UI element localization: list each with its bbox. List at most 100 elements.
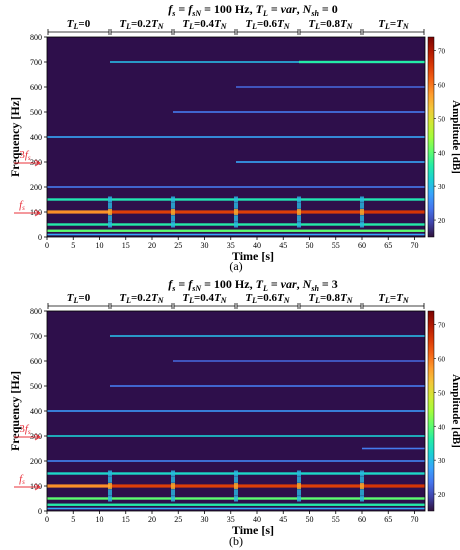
panel-caption: (b) <box>229 534 243 548</box>
spectral-band <box>47 136 425 138</box>
x-axis-label: Time [s] <box>232 523 274 537</box>
y-tick-label: 200 <box>30 183 42 192</box>
transient-burst <box>234 215 238 222</box>
panel-caption: (a) <box>229 259 242 273</box>
y-tick-label: 500 <box>30 382 42 391</box>
y-tick-label: 800 <box>30 307 42 316</box>
x-tick-label: 10 <box>96 515 104 524</box>
transient-burst <box>297 476 301 483</box>
colorbar-label: Amplitude [dB] <box>450 374 460 448</box>
colorbar-tick-label: 20 <box>438 491 446 499</box>
y-axis-label: Frequency [Hz] <box>8 97 22 177</box>
segment-label: TL=TN <box>378 292 410 305</box>
transient-burst <box>360 209 364 215</box>
spectral-band <box>362 447 425 450</box>
transient-burst <box>234 202 238 209</box>
spectral-band <box>110 335 425 337</box>
fs-arrow <box>14 209 41 217</box>
y-tick-label: 700 <box>30 58 42 67</box>
colorbar-tick-label: 50 <box>438 115 446 123</box>
y-tick-label: 500 <box>30 108 42 117</box>
x-tick-label: 35 <box>227 241 235 250</box>
x-tick-label: 45 <box>279 515 287 524</box>
x-tick-label: 20 <box>148 515 156 524</box>
x-tick-label: 45 <box>279 241 287 250</box>
transient-burst <box>171 209 175 215</box>
spectral-band <box>47 435 425 437</box>
transient-burst <box>234 489 238 496</box>
y-tick-label: 400 <box>30 407 42 416</box>
spectral-band <box>47 507 425 510</box>
y-tick-label: 200 <box>30 457 42 466</box>
spectral-band <box>110 61 299 63</box>
spectrogram-panel: fs​ = fsN​ = 100 Hz, TL​ = var, Nsh​ = 3… <box>8 277 460 548</box>
segment-label: TL=0.8TN <box>308 292 353 305</box>
colorbar-tick-label: 60 <box>438 81 446 89</box>
transient-burst <box>108 489 112 496</box>
harmonic-annotations: fs 3fs <box>14 423 41 491</box>
three-fs-annotation: 3fs <box>19 423 31 436</box>
colorbar-tick-label: 70 <box>438 48 446 56</box>
x-tick-label: 35 <box>227 515 235 524</box>
colorbar <box>427 36 435 238</box>
transient-burst <box>297 202 301 209</box>
y-tick-label: 700 <box>30 332 42 341</box>
fs-annotation: fs <box>19 199 25 212</box>
colorbar-tick-label: 20 <box>438 217 446 225</box>
transient-burst <box>234 476 238 483</box>
x-tick-label: 60 <box>358 515 366 524</box>
transient-burst <box>360 202 364 209</box>
spectral-band <box>173 111 425 113</box>
transient-burst <box>171 196 175 203</box>
spectral-band <box>236 86 425 88</box>
transient-burst <box>171 202 175 209</box>
x-tick-label: 60 <box>358 241 366 250</box>
spectral-band <box>362 484 425 488</box>
x-tick-label: 20 <box>148 241 156 250</box>
y-tick-label: 800 <box>30 33 42 42</box>
y-axis-label: Frequency [Hz] <box>8 371 22 451</box>
transient-burst <box>234 483 238 489</box>
spectral-band <box>47 186 425 188</box>
x-tick-label: 50 <box>306 241 314 250</box>
transient-burst <box>171 470 175 477</box>
transient-burst <box>108 221 112 228</box>
transient-burst <box>297 215 301 222</box>
x-tick-label: 55 <box>332 515 340 524</box>
transient-bursts <box>108 196 364 228</box>
segment-label: TL=0.4TN <box>182 292 227 305</box>
harmonic-annotations: fs 3fs <box>14 149 41 217</box>
transient-burst <box>234 495 238 502</box>
spectral-band <box>47 229 425 232</box>
load-segments: TL=0 TL=0.2TN TL=0.4TN TL=0.6TN TL=0.8TN TL=T… <box>47 292 425 309</box>
x-tick-label: 5 <box>71 241 75 250</box>
transient-burst <box>360 196 364 203</box>
transient-burst <box>297 221 301 228</box>
three-fs-annotation: 3fs <box>19 149 31 162</box>
transient-burst <box>171 476 175 483</box>
x-tick-label: 55 <box>332 241 340 250</box>
x-tick-label: 25 <box>174 241 182 250</box>
x-tick-label: 0 <box>45 241 49 250</box>
x-tick-label: 70 <box>411 241 419 250</box>
segment-label: TL=0.6TN <box>245 292 290 305</box>
y-tick-label: 0 <box>38 507 42 516</box>
transient-burst <box>171 483 175 489</box>
transient-burst <box>360 470 364 477</box>
transient-burst <box>234 209 238 215</box>
transient-burst <box>360 476 364 483</box>
transient-burst <box>108 476 112 483</box>
fs-arrow <box>14 483 41 491</box>
transient-burst <box>108 215 112 222</box>
transient-burst <box>297 483 301 489</box>
x-tick-label: 15 <box>122 515 130 524</box>
colorbar-tick-label: 50 <box>438 389 446 397</box>
transient-burst <box>171 221 175 228</box>
x-tick-label: 10 <box>96 241 104 250</box>
x-tick-label: 65 <box>384 515 392 524</box>
transient-burst <box>171 495 175 502</box>
x-tick-label: 30 <box>201 515 209 524</box>
transient-burst <box>108 202 112 209</box>
transient-burst <box>108 196 112 203</box>
x-axis-label: Time [s] <box>232 249 274 263</box>
